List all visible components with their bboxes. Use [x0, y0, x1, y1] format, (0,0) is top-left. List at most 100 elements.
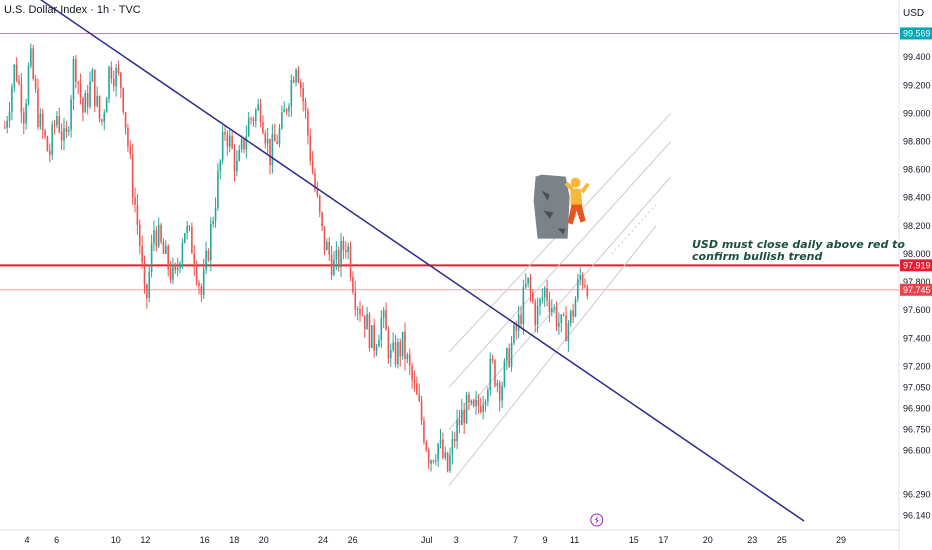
- candle-body: [560, 314, 563, 324]
- candle-body: [477, 399, 480, 406]
- candle-body: [328, 242, 331, 255]
- y-tick-label: 97.050: [903, 382, 931, 392]
- candle-body: [406, 354, 409, 360]
- x-tick-label: 10: [111, 535, 121, 545]
- y-tick-label: 96.140: [903, 510, 931, 520]
- candle-body: [579, 275, 582, 280]
- candle-body: [13, 64, 16, 87]
- candle-body: [269, 138, 271, 166]
- candle-body: [584, 285, 586, 287]
- candle-body: [465, 394, 468, 424]
- candle-body: [46, 136, 49, 152]
- candle-body: [461, 409, 463, 426]
- candle-body: [553, 307, 555, 309]
- channel-line-1[interactable]: [448, 176, 672, 430]
- candle-body: [555, 307, 558, 327]
- candle-body: [401, 331, 404, 357]
- price-badge-2[interactable]: [900, 283, 932, 296]
- candle-body: [84, 92, 87, 113]
- channel-line-2[interactable]: [448, 141, 672, 388]
- x-tick-label: 17: [658, 535, 668, 545]
- candle-body: [122, 88, 124, 113]
- candle-body: [404, 331, 406, 360]
- y-tick-label: 96.600: [903, 446, 931, 456]
- candle-body: [247, 118, 250, 137]
- candle-body: [48, 151, 51, 155]
- candle-body: [432, 460, 435, 462]
- candle-body: [375, 346, 378, 351]
- candle-body: [250, 118, 252, 120]
- candle-body: [157, 224, 160, 247]
- candle-body: [470, 400, 473, 403]
- candle-body: [174, 264, 177, 270]
- candle-body: [11, 86, 13, 112]
- candle-body: [434, 460, 437, 462]
- candle-body: [198, 282, 200, 287]
- currency-label[interactable]: USD: [903, 8, 925, 19]
- candle-body: [494, 360, 496, 386]
- candle-body: [53, 124, 56, 126]
- candle-body: [439, 439, 442, 444]
- candle-body: [335, 250, 338, 260]
- candle-body: [4, 127, 6, 129]
- candle-body: [302, 88, 304, 102]
- candle-body: [437, 443, 439, 461]
- x-tick-label: 4: [24, 535, 29, 545]
- candle-body: [252, 119, 255, 122]
- candle-body: [143, 262, 146, 285]
- candle-body: [520, 314, 522, 324]
- y-tick-label: 96.750: [903, 425, 931, 435]
- candle-body: [283, 109, 286, 113]
- candle-body: [169, 269, 172, 280]
- candle-body: [368, 314, 371, 349]
- descending-trendline[interactable]: [34, 0, 805, 522]
- candle-body: [167, 246, 169, 270]
- candle-body: [134, 197, 136, 205]
- candle-body: [397, 342, 399, 365]
- candle-body: [399, 342, 402, 357]
- candle-body: [141, 246, 143, 263]
- candle-body: [243, 139, 245, 150]
- candle-body: [112, 78, 115, 87]
- candle-body: [456, 419, 458, 442]
- candle-body: [210, 223, 212, 261]
- candle-body: [136, 204, 139, 225]
- candle-body: [82, 97, 84, 113]
- candle-body: [281, 112, 283, 129]
- candle-body: [233, 148, 236, 172]
- candle-body: [532, 292, 534, 303]
- candle-body: [539, 299, 541, 307]
- price-badge-1[interactable]: [900, 259, 932, 272]
- candle-body: [423, 420, 425, 442]
- price-badge-0[interactable]: [900, 27, 932, 40]
- price-badge-label: 99.569: [903, 28, 931, 38]
- candle-body: [394, 342, 397, 365]
- candle-body: [75, 58, 77, 82]
- candle-body: [60, 132, 63, 141]
- candle-body: [458, 419, 461, 426]
- event-marker[interactable]: [590, 513, 604, 527]
- y-tick-label: 98.600: [903, 165, 931, 175]
- candle-body: [259, 104, 262, 123]
- candle-body: [498, 382, 501, 401]
- candle-body: [8, 111, 11, 121]
- candle-body: [205, 250, 207, 270]
- annotation-line-1: USD must close daily above red to: [692, 238, 905, 251]
- x-tick-label: 9: [542, 535, 547, 545]
- candle-body: [105, 98, 108, 113]
- x-tick-label: 25: [777, 535, 787, 545]
- candle-body: [363, 315, 366, 330]
- candle-body: [188, 226, 191, 228]
- x-tick-label: 15: [629, 535, 639, 545]
- price-badge-label: 97.919: [903, 260, 931, 270]
- x-tick-label: 24: [318, 535, 328, 545]
- price-badge-label: 97.745: [903, 285, 931, 295]
- candle-body: [186, 226, 188, 234]
- candle-body: [581, 275, 584, 286]
- candle-body: [115, 67, 117, 87]
- y-tick-label: 97.600: [903, 305, 931, 315]
- candle-body: [536, 306, 539, 325]
- x-tick-label: Jul: [421, 535, 433, 545]
- channel-line-0[interactable]: [448, 225, 657, 487]
